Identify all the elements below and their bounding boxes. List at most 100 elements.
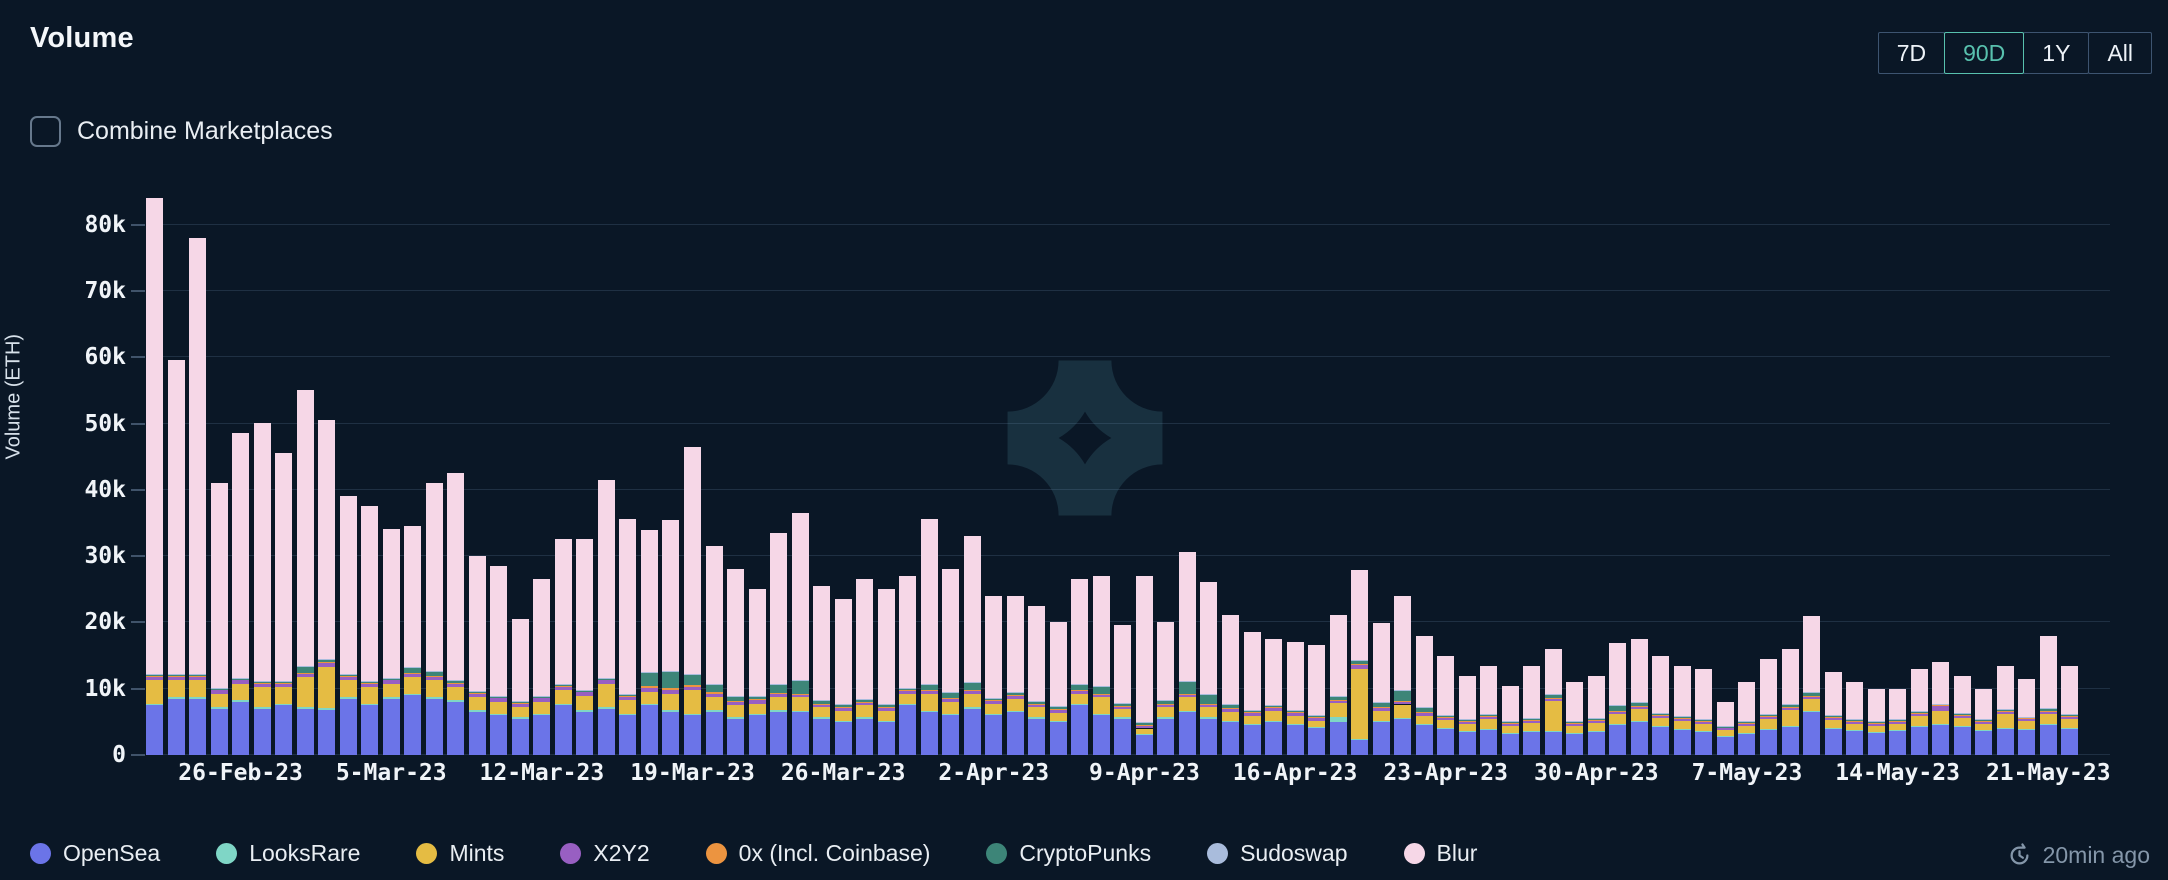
stacked-bar-11-May-23[interactable] [1824,672,1842,755]
stacked-bar-30-Mar-23[interactable] [920,519,938,755]
stacked-bar-6-Mar-23[interactable] [404,525,422,755]
stacked-bar-7-May-23[interactable] [1738,682,1756,755]
stacked-bar-18-Mar-23[interactable] [662,519,680,755]
stacked-bar-4-Apr-23[interactable] [1028,605,1046,755]
stacked-bar-24-Apr-23[interactable] [1458,675,1476,755]
stacked-bar-11-Apr-23[interactable] [1178,552,1196,755]
stacked-bar-17-May-23[interactable] [1953,675,1971,755]
stacked-bar-28-Feb-23[interactable] [275,453,293,755]
stacked-bar-9-Mar-23[interactable] [468,555,486,755]
stacked-bar-18-May-23[interactable] [1975,688,1993,755]
stacked-bar-20-Apr-23[interactable] [1372,622,1390,755]
stacked-bar-1-Apr-23[interactable] [963,535,981,755]
stacked-bar-22-Apr-23[interactable] [1415,635,1433,755]
stacked-bar-9-May-23[interactable] [1781,649,1799,755]
stacked-bar-12-Apr-23[interactable] [1200,582,1218,755]
stacked-bar-5-May-23[interactable] [1695,669,1713,755]
stacked-bar-15-Mar-23[interactable] [597,479,615,755]
stacked-bar-18-Apr-23[interactable] [1329,615,1347,755]
stacked-bar-22-Mar-23[interactable] [748,588,766,755]
stacked-bar-28-Mar-23[interactable] [877,588,895,755]
stacked-bar-3-May-23[interactable] [1652,655,1670,755]
stacked-bar-11-Mar-23[interactable] [511,618,529,755]
stacked-bar-1-May-23[interactable] [1609,642,1627,755]
stacked-bar-19-Apr-23[interactable] [1351,569,1369,755]
stacked-bar-15-Apr-23[interactable] [1265,638,1283,755]
legend-item-mints[interactable]: Mints [416,840,504,867]
stacked-bar-10-Mar-23[interactable] [490,565,508,755]
stacked-bar-14-Mar-23[interactable] [576,539,594,755]
stacked-bar-21-Mar-23[interactable] [727,569,745,755]
stacked-bar-13-May-23[interactable] [1867,688,1885,755]
stacked-bar-12-Mar-23[interactable] [533,578,551,755]
stacked-bar-22-Feb-23[interactable] [146,197,163,755]
stacked-bar-25-Apr-23[interactable] [1480,665,1498,755]
range-button-all[interactable]: All [2088,32,2152,74]
stacked-bar-20-May-23[interactable] [2018,678,2036,755]
stacked-bar-17-Apr-23[interactable] [1308,645,1326,755]
stacked-bar-19-May-23[interactable] [1996,665,2014,755]
stacked-bar-27-Feb-23[interactable] [253,423,271,755]
stacked-bar-28-Apr-23[interactable] [1544,649,1562,755]
stacked-bar-15-May-23[interactable] [1910,669,1928,755]
stacked-bar-1-Mar-23[interactable] [296,390,314,755]
stacked-bar-14-Apr-23[interactable] [1243,632,1261,755]
stacked-bar-5-Apr-23[interactable] [1049,622,1067,755]
stacked-bar-31-Mar-23[interactable] [942,569,960,755]
stacked-bar-29-Apr-23[interactable] [1566,682,1584,755]
stacked-bar-26-Apr-23[interactable] [1501,685,1519,755]
legend-item-blur[interactable]: Blur [1403,840,1477,867]
stacked-bar-26-Mar-23[interactable] [834,598,852,755]
stacked-bar-27-Mar-23[interactable] [856,578,874,755]
stacked-bar-26-Feb-23[interactable] [232,433,250,755]
stacked-bar-2-Apr-23[interactable] [985,595,1003,755]
legend-item-opensea[interactable]: OpenSea [30,840,160,867]
stacked-bar-22-May-23[interactable] [2061,665,2079,755]
legend-item-sudoswap[interactable]: Sudoswap [1207,840,1348,867]
stacked-bar-10-Apr-23[interactable] [1157,622,1175,755]
stacked-bar-16-May-23[interactable] [1932,662,1950,755]
legend-item-cryptopunks[interactable]: CryptoPunks [986,840,1151,867]
range-button-90d[interactable]: 90D [1944,32,2025,74]
range-button-1y[interactable]: 1Y [2023,32,2090,74]
legend-item-0x-incl-coinbase-[interactable]: 0x (Incl. Coinbase) [705,840,930,867]
stacked-bar-16-Apr-23[interactable] [1286,641,1304,755]
stacked-bar-13-Mar-23[interactable] [554,539,572,755]
stacked-bar-12-May-23[interactable] [1846,682,1864,755]
stacked-bar-8-Mar-23[interactable] [447,472,465,755]
stacked-bar-8-May-23[interactable] [1760,659,1777,755]
stacked-bar-7-Apr-23[interactable] [1092,575,1110,755]
stacked-bar-8-Apr-23[interactable] [1114,625,1132,755]
stacked-bar-6-Apr-23[interactable] [1071,578,1089,755]
stacked-bar-2-May-23[interactable] [1630,639,1648,755]
legend-item-x2y2[interactable]: X2Y2 [560,840,650,867]
legend-item-looksrare[interactable]: LooksRare [216,840,360,867]
stacked-bar-4-Mar-23[interactable] [361,506,379,755]
stacked-bar-13-Apr-23[interactable] [1222,615,1239,755]
stacked-bar-30-Apr-23[interactable] [1587,675,1605,755]
stacked-bar-5-Mar-23[interactable] [382,529,400,755]
stacked-bar-24-Mar-23[interactable] [791,512,809,755]
stacked-bar-7-Mar-23[interactable] [425,482,443,755]
stacked-bar-14-May-23[interactable] [1889,688,1907,755]
stacked-bar-19-Mar-23[interactable] [684,446,701,755]
stacked-bar-21-May-23[interactable] [2039,635,2057,755]
stacked-bar-25-Mar-23[interactable] [813,585,831,755]
stacked-bar-27-Apr-23[interactable] [1523,665,1541,755]
range-button-7d[interactable]: 7D [1877,32,1946,74]
stacked-bar-17-Mar-23[interactable] [640,529,658,755]
stacked-bar-24-Feb-23[interactable] [189,237,207,755]
combine-marketplaces-checkbox[interactable] [30,116,61,147]
stacked-bar-9-Apr-23[interactable] [1135,575,1153,755]
stacked-bar-6-May-23[interactable] [1716,702,1734,755]
stacked-bar-29-Mar-23[interactable] [899,575,917,755]
stacked-bar-20-Mar-23[interactable] [705,546,723,755]
stacked-bar-25-Feb-23[interactable] [210,482,228,755]
stacked-bar-23-Mar-23[interactable] [770,532,788,755]
stacked-bar-3-Mar-23[interactable] [339,496,357,755]
stacked-bar-23-Apr-23[interactable] [1437,655,1455,755]
stacked-bar-23-Feb-23[interactable] [167,360,185,755]
stacked-bar-3-Apr-23[interactable] [1006,595,1024,755]
stacked-bar-10-May-23[interactable] [1803,615,1821,755]
stacked-bar-4-May-23[interactable] [1673,665,1691,755]
